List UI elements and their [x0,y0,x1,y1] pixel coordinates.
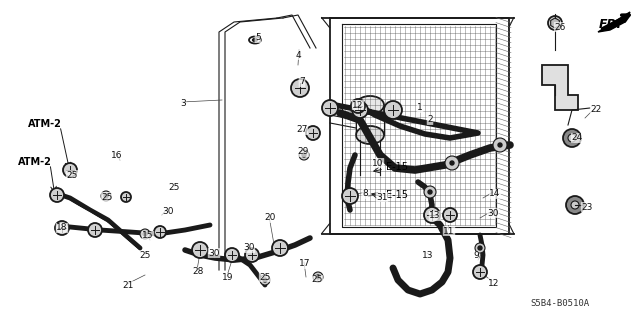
Text: 12: 12 [488,278,500,287]
Circle shape [498,143,502,147]
Circle shape [299,150,309,160]
Polygon shape [598,12,630,32]
Text: 29: 29 [298,148,308,156]
Text: 25: 25 [140,252,150,260]
Text: 13: 13 [429,212,441,220]
Circle shape [563,129,581,147]
Circle shape [192,242,208,258]
Circle shape [154,226,166,238]
Text: S5B4-B0510A: S5B4-B0510A [530,299,589,308]
Text: 11: 11 [444,227,455,236]
Text: 25: 25 [168,182,180,191]
Text: 15: 15 [142,231,154,241]
Circle shape [306,126,320,140]
Ellipse shape [297,85,303,89]
Text: 4: 4 [295,51,301,60]
Circle shape [88,223,102,237]
Circle shape [568,134,576,142]
Circle shape [63,163,77,177]
Circle shape [493,138,507,152]
Text: 30: 30 [208,249,220,258]
Ellipse shape [293,82,307,92]
Circle shape [140,229,150,239]
Text: 7: 7 [299,77,305,86]
Text: 31: 31 [376,193,388,202]
Text: 30: 30 [163,206,173,215]
Text: 5: 5 [255,34,261,43]
Circle shape [445,156,459,170]
Text: 21: 21 [122,282,134,291]
Text: 23: 23 [581,203,593,212]
Text: 24: 24 [572,133,582,142]
Text: 1: 1 [417,103,423,113]
Circle shape [478,246,482,250]
Text: 18: 18 [56,223,68,233]
Polygon shape [542,65,578,110]
Circle shape [424,186,436,198]
Circle shape [291,79,309,97]
Circle shape [424,207,440,223]
Circle shape [428,190,432,194]
Circle shape [571,201,579,209]
Circle shape [302,153,306,157]
Circle shape [566,196,584,214]
Ellipse shape [356,126,384,144]
Text: ATM-2: ATM-2 [28,119,62,129]
Circle shape [443,208,457,222]
Text: 28: 28 [192,268,204,276]
Text: 30: 30 [243,244,255,252]
Circle shape [101,191,111,201]
Circle shape [384,101,402,119]
Text: E-15: E-15 [386,162,408,172]
Text: 26: 26 [554,22,566,31]
Circle shape [473,265,487,279]
Text: 16: 16 [111,150,123,159]
Text: 8: 8 [362,189,368,198]
Circle shape [245,248,259,262]
Text: 12: 12 [352,100,364,109]
Text: 14: 14 [490,189,500,198]
Circle shape [342,188,358,204]
Text: 13: 13 [422,251,434,260]
Text: 25: 25 [259,273,271,282]
Text: FR.: FR. [598,19,621,31]
Circle shape [225,248,239,262]
Text: 10: 10 [372,158,384,167]
Circle shape [322,100,338,116]
Text: 19: 19 [222,274,234,283]
Circle shape [475,243,485,253]
Circle shape [50,188,64,202]
Circle shape [260,275,270,285]
Text: 25: 25 [67,171,77,180]
Text: 25: 25 [311,276,323,284]
Circle shape [352,102,368,118]
Circle shape [143,232,147,236]
Circle shape [316,275,320,279]
Text: ATM-2: ATM-2 [18,157,52,167]
Text: 3: 3 [180,99,186,108]
Circle shape [104,194,108,198]
Text: 30: 30 [487,209,499,218]
Text: 9: 9 [473,252,479,260]
Text: E-15: E-15 [386,190,408,200]
Circle shape [263,278,267,282]
Circle shape [313,272,323,282]
Text: 17: 17 [300,260,311,268]
Circle shape [548,16,562,30]
Text: 22: 22 [590,106,602,115]
Circle shape [121,192,131,202]
Text: 2: 2 [427,116,433,124]
Circle shape [272,240,288,256]
Text: 25: 25 [101,193,113,202]
Circle shape [450,161,454,165]
Text: 20: 20 [264,213,276,222]
Ellipse shape [356,96,384,114]
Circle shape [55,221,69,235]
Ellipse shape [253,38,257,42]
Circle shape [351,99,365,113]
Text: 27: 27 [296,125,308,134]
